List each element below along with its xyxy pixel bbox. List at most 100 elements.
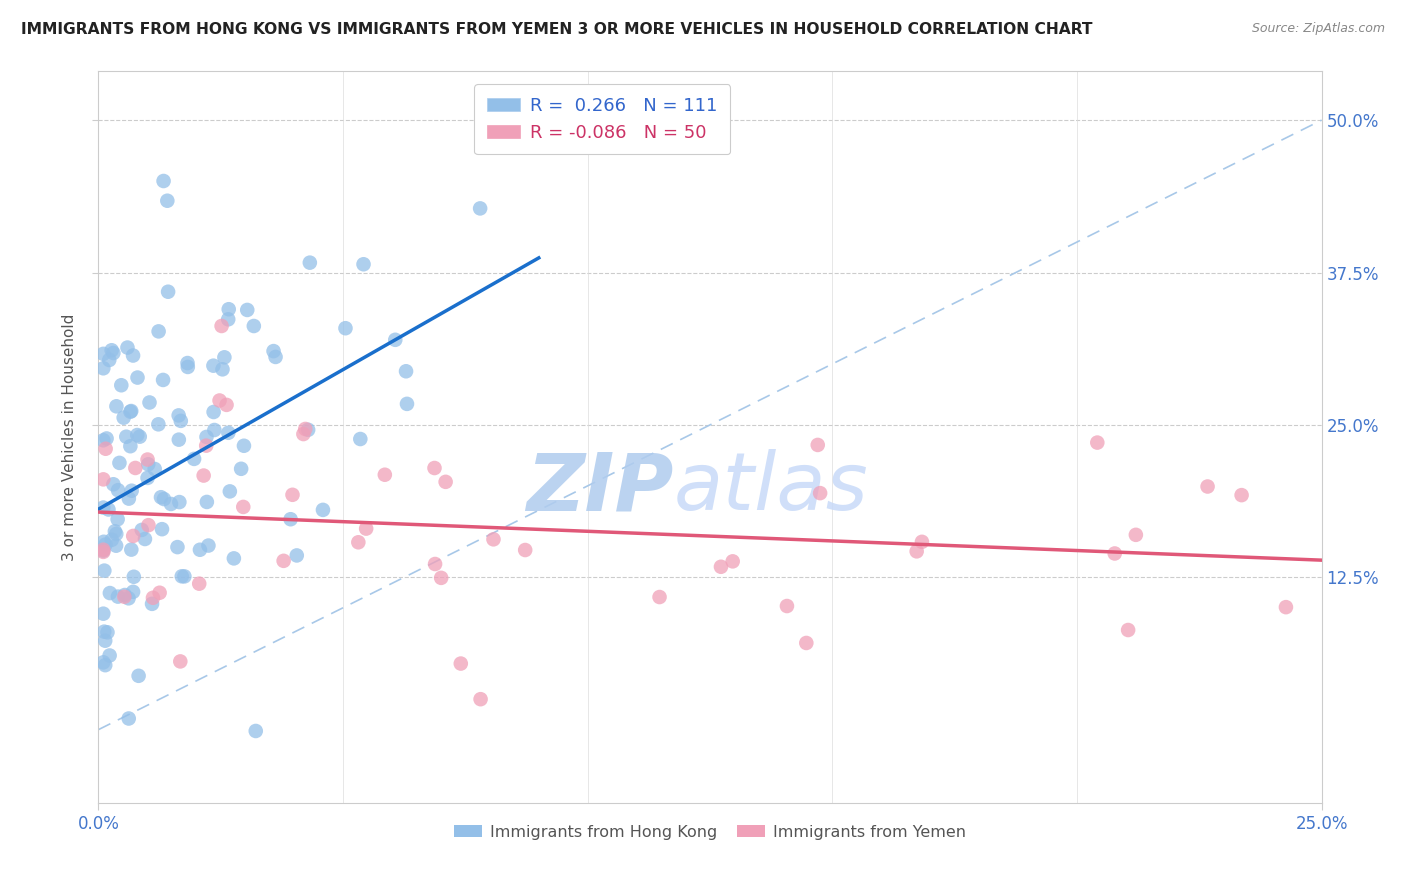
Point [188, 542, 211, 557]
Point [141, 597, 163, 611]
Point [354, 522, 377, 536]
Point [156, 194, 179, 208]
Point [100, 343, 122, 358]
Point [118, 491, 141, 506]
Point [236, 302, 259, 317]
Point [211, 318, 233, 333]
Point [285, 549, 308, 563]
Point [98, 648, 121, 663]
Point [208, 393, 231, 408]
Point [347, 535, 370, 549]
Point [114, 588, 136, 602]
Point [222, 551, 245, 566]
Point [211, 362, 233, 376]
Point [157, 285, 180, 299]
Point [94, 538, 117, 552]
Point [127, 370, 149, 384]
Point [281, 488, 304, 502]
Point [120, 404, 142, 418]
Point [169, 654, 191, 668]
Point [450, 657, 472, 671]
Point [197, 539, 219, 553]
Point [91, 434, 114, 448]
Point [142, 591, 165, 605]
Point [96, 625, 118, 640]
Point [136, 458, 159, 472]
Point [91, 500, 114, 515]
Point [482, 533, 505, 547]
Point [136, 452, 159, 467]
Point [91, 607, 114, 621]
Point [93, 624, 115, 639]
Point [152, 174, 174, 188]
Point [217, 425, 239, 440]
Point [423, 461, 446, 475]
Point [280, 512, 302, 526]
Point [138, 518, 160, 533]
Point [122, 529, 145, 543]
Point [169, 495, 191, 509]
Point [183, 451, 205, 466]
Text: ZIP: ZIP [526, 450, 673, 527]
Point [150, 522, 173, 536]
Point [243, 318, 266, 333]
Point [202, 405, 225, 419]
Point [91, 543, 114, 558]
Point [1125, 528, 1147, 542]
Point [131, 523, 153, 537]
Point [149, 586, 172, 600]
Point [127, 428, 149, 442]
Point [122, 584, 145, 599]
Point [214, 351, 236, 365]
Point [202, 359, 225, 373]
Point [98, 353, 121, 368]
Point [395, 397, 418, 411]
Point [353, 257, 375, 271]
Point [188, 576, 211, 591]
Point [173, 569, 195, 583]
Point [273, 554, 295, 568]
Point [170, 414, 193, 428]
Point [122, 349, 145, 363]
Point [107, 512, 129, 526]
Point [94, 442, 117, 456]
Point [118, 712, 141, 726]
Point [152, 373, 174, 387]
Point [138, 395, 160, 409]
Point [170, 569, 193, 583]
Point [217, 312, 239, 326]
Point [231, 462, 253, 476]
Point [91, 656, 114, 670]
Point [136, 471, 159, 485]
Point [808, 486, 831, 500]
Point [120, 542, 142, 557]
Point [911, 534, 934, 549]
Point [1230, 488, 1253, 502]
Point [97, 502, 120, 516]
Point [166, 540, 188, 554]
Point [335, 321, 357, 335]
Point [91, 542, 114, 557]
Point [434, 475, 457, 489]
Point [91, 472, 114, 486]
Point [215, 398, 238, 412]
Point [128, 669, 150, 683]
Point [1197, 479, 1219, 493]
Point [297, 423, 319, 437]
Point [121, 483, 143, 498]
Point [710, 559, 733, 574]
Point [195, 439, 218, 453]
Point [98, 586, 121, 600]
Point [120, 405, 142, 419]
Point [374, 467, 396, 482]
Point [122, 570, 145, 584]
Point [1116, 623, 1139, 637]
Point [202, 423, 225, 437]
Point [176, 356, 198, 370]
Point [91, 361, 114, 376]
Point [193, 468, 215, 483]
Point [117, 591, 139, 606]
Point [128, 430, 150, 444]
Point [1104, 546, 1126, 560]
Point [167, 433, 190, 447]
